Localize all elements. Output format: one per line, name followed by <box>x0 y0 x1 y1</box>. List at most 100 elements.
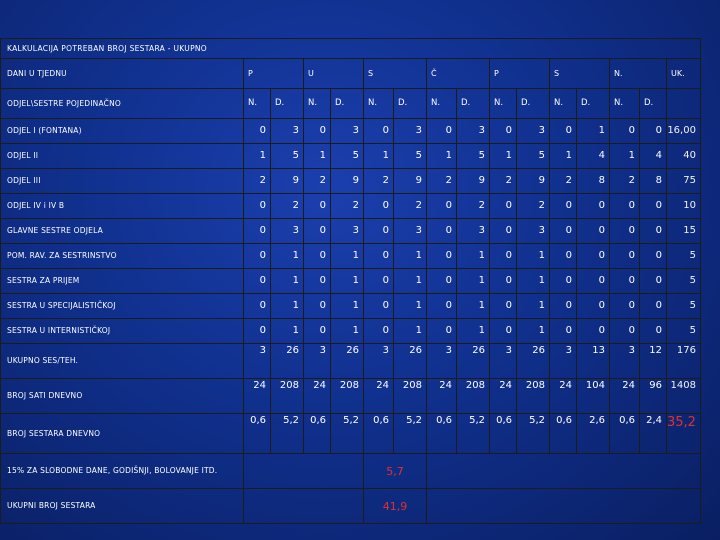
value-cell: 2 <box>243 168 271 194</box>
value-cell: 26 <box>516 343 550 379</box>
value-cell: 0 <box>639 268 667 294</box>
value-cell: 0 <box>576 193 610 219</box>
value-cell: 3 <box>489 343 517 379</box>
value-cell: 0 <box>363 268 394 294</box>
day-header: N. <box>609 58 667 89</box>
value-cell: 1 <box>330 293 364 319</box>
value-cell: 0 <box>549 318 577 344</box>
value-cell: 1 <box>516 243 550 269</box>
day-shift-header: D. <box>393 88 427 119</box>
value-cell: 5,2 <box>330 413 364 454</box>
summary-value: 5,7 <box>363 453 427 489</box>
value-cell: 0 <box>363 293 394 319</box>
value-cell: 0 <box>609 268 640 294</box>
summary-value: 41,9 <box>363 488 427 524</box>
night-shift-header: N. <box>489 88 517 119</box>
value-cell: 0 <box>549 243 577 269</box>
row-label: SESTRA ZA PRIJEM <box>0 268 244 294</box>
night-shift-header: N. <box>549 88 577 119</box>
value-cell: 2 <box>270 193 304 219</box>
value-cell: 1 <box>243 143 271 169</box>
night-shift-header: N. <box>609 88 640 119</box>
table-row: ODJEL I (FONTANA) 0 3 0 3 0 3 0 3 0 3 0 1 0 0 16,00 <box>0 118 701 144</box>
value-cell: 5 <box>393 143 427 169</box>
value-cell: 1 <box>609 143 640 169</box>
value-cell: 0 <box>576 268 610 294</box>
summary-row: 15% ZA SLOBODNE DANE, GODIŠNJI, BOLOVANJ… <box>0 453 701 489</box>
value-cell: 0 <box>363 318 394 344</box>
value-cell: 0,6 <box>489 413 517 454</box>
value-cell: 0 <box>489 293 517 319</box>
night-shift-header: N. <box>363 88 394 119</box>
value-cell: 0 <box>576 218 610 244</box>
value-cell: 5,2 <box>270 413 304 454</box>
table-row: ODJEL II 1 5 1 5 1 5 1 5 1 5 1 4 1 4 40 <box>0 143 701 169</box>
value-cell: 2 <box>363 168 394 194</box>
value-cell: 3 <box>426 343 457 379</box>
value-cell: 3 <box>363 343 394 379</box>
staffing-table: KALKULACIJA POTREBAN BROJ SESTARA - UKUP… <box>0 38 701 524</box>
day-header: Č <box>426 58 490 89</box>
value-cell: 9 <box>330 168 364 194</box>
value-cell: 0 <box>609 318 640 344</box>
value-cell: 26 <box>456 343 490 379</box>
row-label: ODJEL II <box>0 143 244 169</box>
value-cell: 0 <box>639 243 667 269</box>
value-cell: 0,6 <box>609 413 640 454</box>
value-cell: 0 <box>639 118 667 144</box>
value-cell: 1 <box>516 293 550 319</box>
value-cell: 0 <box>639 218 667 244</box>
summary-row: UKUPNI BROJ SESTARA 41,9 <box>0 488 701 524</box>
value-cell: 1 <box>303 143 331 169</box>
night-shift-header: N. <box>243 88 271 119</box>
sub-label: ODJEL\SESTRE POJEDINAČNO <box>0 88 244 119</box>
value-cell: 8 <box>576 168 610 194</box>
value-cell: 3 <box>303 343 331 379</box>
value-cell: 0 <box>489 193 517 219</box>
value-cell: 0,6 <box>549 413 577 454</box>
value-cell: 0 <box>576 243 610 269</box>
value-cell: 1 <box>549 143 577 169</box>
days-row: DANI U TJEDNU P U S Č P S N. UK. <box>0 58 701 89</box>
row-total: 16,00 <box>666 118 701 144</box>
value-cell: 208 <box>330 378 364 414</box>
value-cell: 1 <box>270 243 304 269</box>
value-cell: 0 <box>549 118 577 144</box>
value-cell: 0,6 <box>426 413 457 454</box>
value-cell: 0 <box>426 218 457 244</box>
total-header: UK. <box>666 58 701 89</box>
value-cell: 0 <box>576 293 610 319</box>
value-cell: 0 <box>243 193 271 219</box>
value-cell: 24 <box>609 378 640 414</box>
row-label: SESTRA U SPECIJALISTIČKOJ <box>0 293 244 319</box>
title-row: KALKULACIJA POTREBAN BROJ SESTARA - UKUP… <box>0 38 701 59</box>
row-total: 40 <box>666 143 701 169</box>
value-cell: 5 <box>516 143 550 169</box>
table-row: UKUPNO SES/TEH. 3 26 3 26 3 26 3 26 3 26 3 13 3 12 176 <box>0 343 701 379</box>
day-header: S <box>549 58 610 89</box>
value-cell: 0 <box>489 318 517 344</box>
value-cell: 1 <box>270 318 304 344</box>
summary-label: UKUPNI BROJ SESTARA <box>0 488 244 524</box>
value-cell: 8 <box>639 168 667 194</box>
value-cell: 24 <box>426 378 457 414</box>
value-cell: 2 <box>426 168 457 194</box>
value-cell: 0 <box>363 243 394 269</box>
table-row: BROJ SESTARA DNEVNO 0,6 5,2 0,6 5,2 0,6 5,2 0,6… <box>0 413 701 454</box>
value-cell: 3 <box>270 218 304 244</box>
row-label: UKUPNO SES/TEH. <box>0 343 244 379</box>
table-row: POM. RAV. ZA SESTRINSTVO 0 1 0 1 0 1 0 1 0 1 0 0 0 0 5 <box>0 243 701 269</box>
blank-cell <box>426 488 701 524</box>
value-cell: 0 <box>243 318 271 344</box>
value-cell: 0 <box>303 318 331 344</box>
value-cell: 2 <box>549 168 577 194</box>
value-cell: 3 <box>393 118 427 144</box>
table-row: ODJEL III 2 9 2 9 2 9 2 9 2 9 2 8 2 8 75 <box>0 168 701 194</box>
value-cell: 1 <box>393 268 427 294</box>
value-cell: 0 <box>303 243 331 269</box>
value-cell: 2 <box>489 168 517 194</box>
value-cell: 0 <box>303 268 331 294</box>
value-cell: 1 <box>576 118 610 144</box>
row-label: BROJ SESTARA DNEVNO <box>0 413 244 454</box>
row-total: 15 <box>666 218 701 244</box>
